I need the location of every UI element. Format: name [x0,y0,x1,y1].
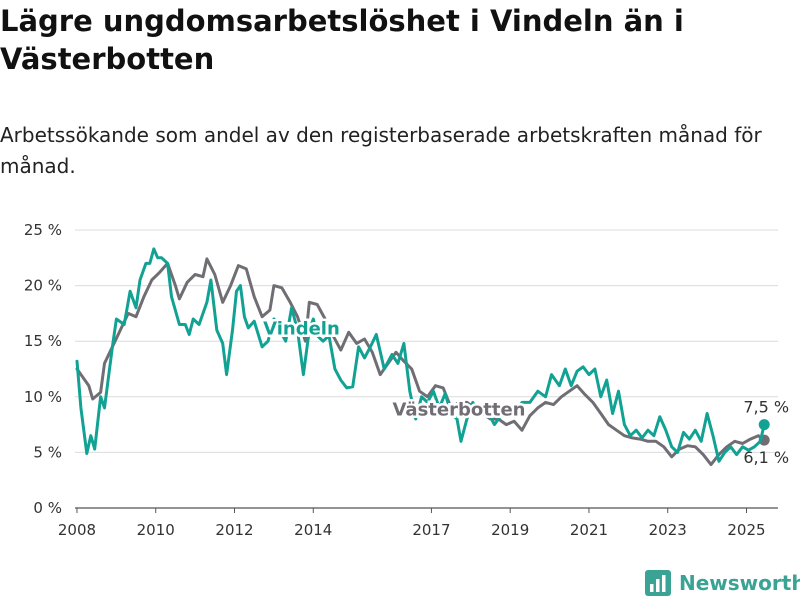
bar-chart-logo-icon [645,570,671,596]
x-tick-label: 2017 [412,521,450,539]
series-label-vindeln: Vindeln [263,319,340,340]
line-chart: 0 %5 %10 %15 %20 %25 % 2008 2010 2012 2014 2… [24,221,789,539]
x-tick-label: 2021 [570,521,608,539]
y-axis: 0 % 5 % 10 % 15 % 20 % 25 % [24,221,62,517]
y-tick-label: 15 % [24,332,62,350]
series-line-vasterbotten [75,257,766,467]
brand-name: Newsworthy [679,571,800,595]
series-line-vindeln [75,247,766,463]
y-tick-label: 25 % [24,221,62,239]
label-layer: 6,1 % 7,5 % Vindeln Västerbotten [261,316,789,467]
x-axis: 2008 2010 2012 2014 2017 2019 2021 2023 2025 [58,508,766,539]
brand-logo: Newsworthy [645,566,800,600]
x-tick-label: 2019 [491,521,529,539]
series-layer [75,247,770,467]
x-tick-label: 2010 [137,521,175,539]
x-tick-label: 2023 [649,521,687,539]
y-tick-label: 20 % [24,277,62,295]
x-tick-label: 2014 [294,521,332,539]
end-value-label-vindeln: 7,5 % [743,398,789,417]
y-tick-label: 10 % [24,388,62,406]
series-endpoint-vindeln [758,419,770,431]
x-tick-label: 2012 [215,521,253,539]
x-tick-label: 2008 [58,521,96,539]
y-tick-label: 5 % [33,443,62,461]
chart-title: Lägre ungdomsarbetslöshet i Vindeln än i… [0,4,684,76]
y-tick-label: 0 % [33,499,62,517]
x-tick-label: 2025 [727,521,765,539]
series-label-vasterbotten: Västerbotten [392,400,525,421]
grid-layer [75,229,778,509]
chart-subtitle: Arbetssökande som andel av den registerb… [0,123,762,178]
end-value-label-vasterbotten: 6,1 % [743,448,789,467]
